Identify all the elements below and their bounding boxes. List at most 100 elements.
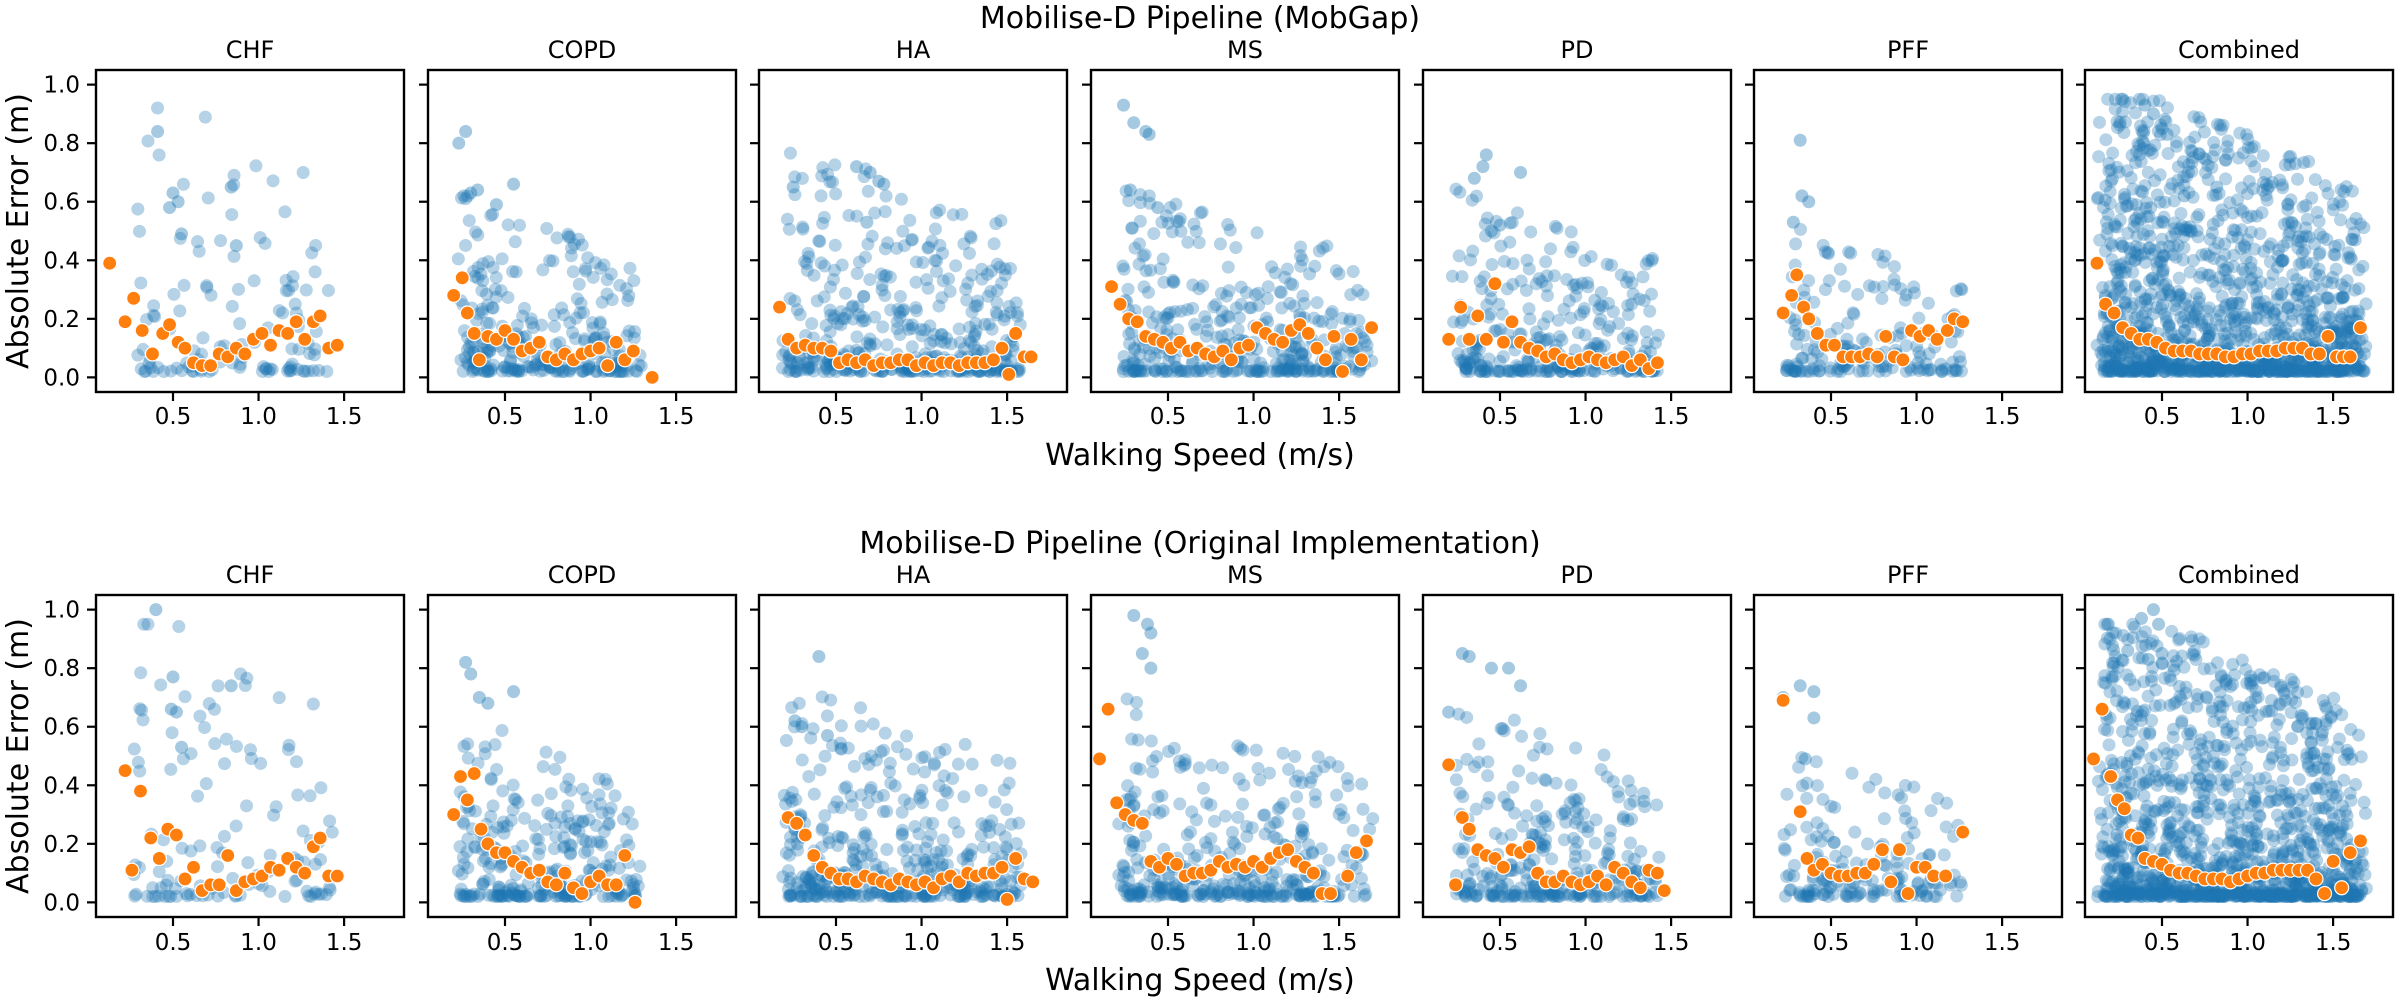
scatter-point — [1501, 365, 1514, 378]
scatter-point — [1636, 270, 1649, 283]
scatter-point — [1946, 356, 1959, 369]
binned-mean-point — [455, 271, 469, 285]
scatter-point — [471, 228, 484, 241]
scatter-point — [941, 787, 954, 800]
scatter-point — [2186, 312, 2199, 325]
x-tick-label: 0.5 — [487, 404, 524, 430]
scatter-point — [929, 222, 942, 235]
scatter-point — [808, 269, 821, 282]
scatter-point — [587, 856, 600, 869]
binned-mean-point — [995, 860, 1009, 874]
scatter-point — [225, 208, 238, 221]
scatter-point — [2143, 230, 2156, 243]
scatter-point — [1145, 734, 1158, 747]
scatter-point — [935, 335, 948, 348]
scatter-point — [1235, 281, 1248, 294]
scatter-point — [1623, 798, 1636, 811]
binned-mean-point — [824, 344, 838, 358]
scatter-point — [2241, 211, 2254, 224]
x-axis-label: Walking Speed (m/s) — [1045, 438, 1355, 473]
binned-mean-point — [798, 828, 812, 842]
scatter-point — [1229, 241, 1242, 254]
scatter-point — [891, 303, 904, 316]
scatter-point — [1135, 887, 1148, 900]
scatter-point — [635, 359, 648, 372]
scatter-point — [2137, 127, 2150, 140]
scatter-point — [915, 784, 928, 797]
scatter-point — [1787, 216, 1800, 229]
scatter-point — [1549, 220, 1562, 233]
scatter-point — [1544, 242, 1557, 255]
scatter-point — [134, 277, 147, 290]
scatter-point — [835, 831, 848, 844]
scatter-point — [509, 235, 522, 248]
scatter-point — [1486, 258, 1499, 271]
x-tick-label: 0.5 — [155, 404, 192, 430]
binned-mean-point — [1110, 796, 1124, 810]
binned-mean-point — [609, 335, 623, 349]
scatter-point — [2260, 314, 2273, 327]
binned-mean-point — [601, 359, 615, 373]
binned-mean-point — [1790, 268, 1804, 282]
scatter-point — [1004, 306, 1017, 319]
scatter-point — [248, 274, 261, 287]
binned-mean-point — [1327, 329, 1341, 343]
binned-mean-point — [507, 332, 521, 346]
binned-mean-point — [289, 315, 303, 329]
scatter-point — [1569, 278, 1582, 291]
scatter-point — [2352, 263, 2365, 276]
scatter-point — [133, 225, 146, 238]
scatter-point — [1222, 261, 1235, 274]
scatter-point — [608, 789, 621, 802]
scatter-point — [151, 102, 164, 115]
scatter-point — [1277, 747, 1290, 760]
scatter-point — [2300, 229, 2313, 242]
scatter-point — [1253, 773, 1266, 786]
scatter-point — [1160, 323, 1173, 336]
scatter-point — [2303, 305, 2316, 318]
scatter-points — [1105, 99, 1379, 379]
scatter-point — [2093, 234, 2106, 247]
scatter-point — [1481, 797, 1494, 810]
scatter-point — [1524, 225, 1537, 238]
scatter-point — [863, 338, 876, 351]
scatter-point — [2261, 194, 2274, 207]
scatter-point — [1624, 836, 1637, 849]
scatter-point — [1252, 762, 1265, 775]
panel-title: HA — [896, 36, 931, 64]
scatter-point — [1174, 761, 1187, 774]
scatter-point — [1130, 762, 1143, 775]
scatter-point — [802, 362, 815, 375]
scatter-point — [851, 267, 864, 280]
scatter-point — [225, 679, 238, 692]
scatter-point — [1271, 815, 1284, 828]
binned-mean-point — [454, 769, 468, 783]
scatter-point — [2129, 280, 2142, 293]
scatter-point — [813, 763, 826, 776]
scatter-point — [1294, 249, 1307, 262]
scatter-point — [1144, 627, 1157, 640]
scatter-point — [233, 317, 246, 330]
scatter-point — [128, 743, 141, 756]
scatter-point — [937, 833, 950, 846]
x-tick-label: 1.0 — [572, 930, 609, 956]
x-tick-label: 1.5 — [658, 404, 695, 430]
scatter-point — [780, 846, 793, 859]
scatter-point — [983, 826, 996, 839]
scatter-point — [899, 748, 912, 761]
scatter-point — [267, 809, 280, 822]
x-tick-label: 1.0 — [572, 404, 609, 430]
scatter-point — [1615, 268, 1628, 281]
scatter-point — [1136, 647, 1149, 660]
scatter-point — [153, 149, 166, 162]
y-tick-label: 1.0 — [43, 598, 80, 624]
scatter-point — [305, 246, 318, 259]
scatter-point — [1498, 724, 1511, 737]
scatter-point — [2357, 221, 2370, 234]
scatter-point — [1548, 269, 1561, 282]
scatter-point — [848, 760, 861, 773]
binned-mean-point — [272, 863, 286, 877]
scatter-point — [794, 890, 807, 903]
scatter-point — [1312, 315, 1325, 328]
scatter-point — [2139, 256, 2152, 269]
